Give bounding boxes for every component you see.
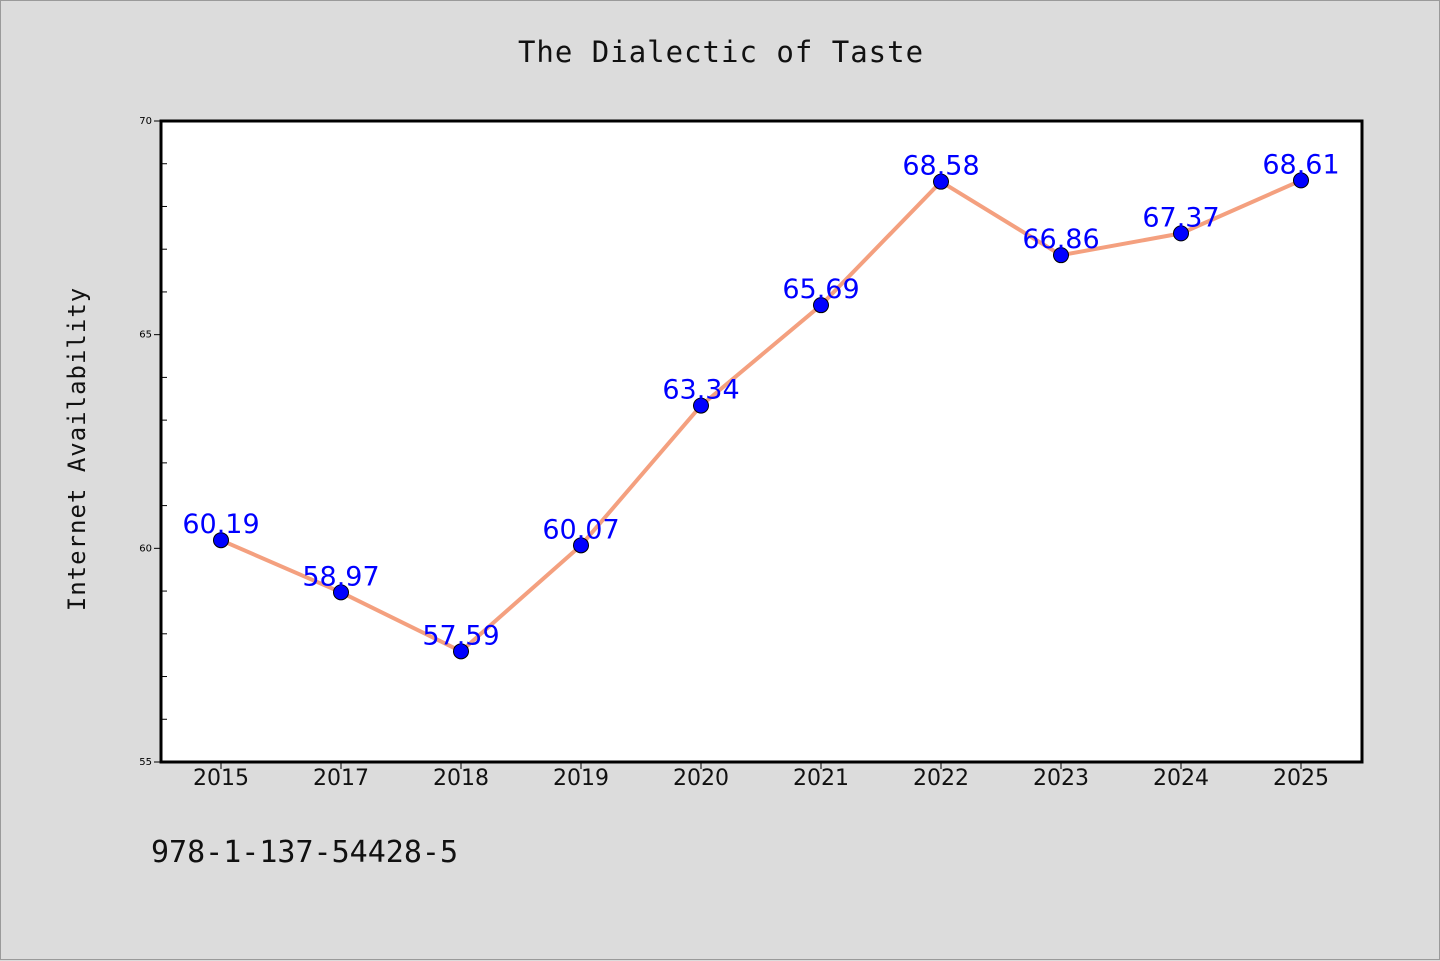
y-tick-label: 55 bbox=[139, 757, 152, 768]
x-tick-label: 2024 bbox=[1153, 766, 1209, 791]
data-label: 68.58 bbox=[902, 151, 979, 182]
data-point bbox=[1053, 247, 1069, 264]
y-tick-label: 60 bbox=[139, 543, 152, 554]
data-label: 60.07 bbox=[542, 514, 619, 545]
x-tick-label: 2019 bbox=[553, 766, 609, 791]
data-label: 63.34 bbox=[662, 375, 739, 406]
data-point bbox=[213, 532, 229, 549]
series-line bbox=[219, 178, 1303, 654]
y-tick-label: 70 bbox=[139, 116, 152, 127]
x-tick-label: 2021 bbox=[793, 766, 849, 791]
x-tick-label: 2020 bbox=[673, 766, 729, 791]
data-point bbox=[813, 297, 829, 314]
x-tick-label: 2018 bbox=[433, 766, 489, 791]
chart-title: The Dialectic of Taste bbox=[517, 35, 925, 69]
data-label: 66.86 bbox=[1022, 224, 1099, 255]
y-tick-label: 65 bbox=[139, 330, 152, 341]
data-point bbox=[453, 643, 469, 660]
data-point bbox=[693, 397, 709, 414]
data-point bbox=[933, 173, 949, 190]
x-tick-label: 2023 bbox=[1033, 766, 1089, 791]
x-tick-label: 2025 bbox=[1273, 766, 1329, 791]
data-point bbox=[573, 537, 589, 554]
x-tick-label: 2017 bbox=[313, 766, 369, 791]
data-label: 65.69 bbox=[782, 274, 859, 305]
data-point bbox=[1293, 172, 1309, 189]
data-label: 57.59 bbox=[422, 620, 499, 651]
x-tick-label: 2015 bbox=[193, 766, 249, 791]
data-label: 58.97 bbox=[302, 561, 379, 592]
x-tick-label: 2022 bbox=[913, 766, 969, 791]
data-label: 68.61 bbox=[1262, 149, 1339, 180]
data-point bbox=[333, 584, 349, 601]
isbn-code: 978-1-137-54428-5 bbox=[151, 835, 459, 870]
plot-area bbox=[159, 119, 1364, 764]
data-label: 67.37 bbox=[1142, 202, 1219, 233]
data-label: 60.19 bbox=[182, 509, 259, 540]
data-point bbox=[1173, 225, 1189, 242]
